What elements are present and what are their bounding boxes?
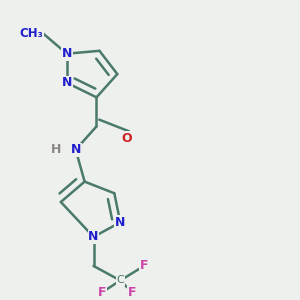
Text: O: O	[121, 131, 131, 145]
Text: N: N	[115, 216, 125, 229]
Text: H: H	[51, 143, 62, 156]
Text: C: C	[116, 275, 124, 286]
Text: F: F	[98, 286, 107, 298]
Text: N: N	[88, 230, 99, 243]
Text: F: F	[128, 286, 136, 298]
Text: N: N	[61, 76, 72, 89]
Text: N: N	[70, 143, 81, 156]
Text: CH₃: CH₃	[19, 27, 43, 40]
Text: F: F	[140, 260, 148, 272]
Text: N: N	[61, 47, 72, 60]
